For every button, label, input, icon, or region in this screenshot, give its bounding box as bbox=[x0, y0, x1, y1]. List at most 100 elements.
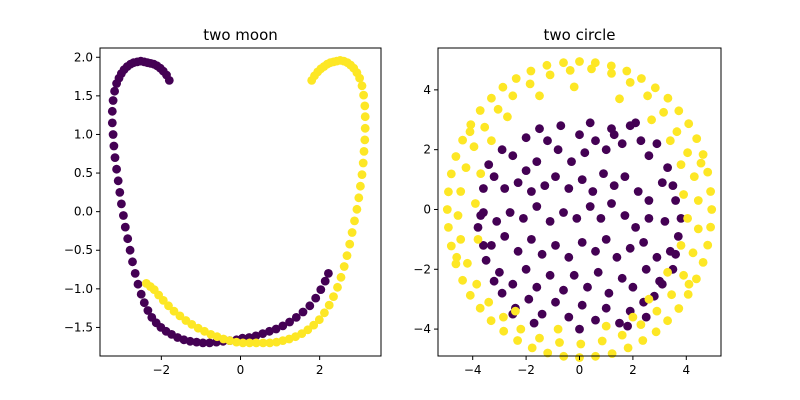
data-point-class-1 bbox=[693, 196, 703, 205]
data-point-class-1 bbox=[674, 106, 684, 116]
data-point-class-1 bbox=[238, 338, 248, 348]
data-point-class-0 bbox=[265, 326, 274, 336]
data-point-class-1 bbox=[487, 136, 496, 146]
x-tick-label: 4 bbox=[682, 363, 690, 377]
x-tick-label: 0 bbox=[576, 363, 584, 377]
data-point-class-0 bbox=[489, 172, 499, 182]
data-point-class-0 bbox=[136, 289, 146, 299]
data-point-class-1 bbox=[663, 267, 672, 277]
data-point-class-1 bbox=[493, 104, 503, 114]
data-point-class-0 bbox=[580, 148, 590, 158]
chart-title: two circle bbox=[544, 26, 616, 44]
data-point-class-1 bbox=[623, 343, 633, 353]
data-point-class-1 bbox=[169, 306, 179, 316]
data-point-class-1 bbox=[647, 115, 656, 125]
data-point-class-0 bbox=[633, 187, 643, 196]
data-point-class-1 bbox=[683, 148, 692, 158]
data-point-class-1 bbox=[672, 127, 682, 137]
data-point-class-0 bbox=[479, 184, 488, 193]
data-point-class-1 bbox=[354, 193, 364, 203]
data-point-class-0 bbox=[125, 245, 135, 255]
data-point-class-0 bbox=[537, 249, 547, 259]
data-point-class-1 bbox=[309, 320, 319, 330]
data-point-class-1 bbox=[358, 158, 368, 168]
data-point-class-1 bbox=[350, 216, 359, 226]
x-tick-label: −4 bbox=[464, 363, 482, 377]
data-point-class-1 bbox=[665, 136, 675, 146]
data-point-class-0 bbox=[591, 246, 600, 256]
y-tick-label: 4 bbox=[423, 83, 431, 97]
data-point-class-1 bbox=[458, 275, 467, 285]
subplot-two-circle: −4 −2 0 2 4 −4 −2 0 2 4 two circle bbox=[413, 26, 722, 377]
data-point-class-1 bbox=[360, 123, 370, 133]
data-point-class-0 bbox=[473, 223, 483, 232]
data-point-class-0 bbox=[185, 336, 195, 346]
data-point-class-0 bbox=[521, 133, 531, 143]
data-point-class-0 bbox=[205, 338, 215, 348]
data-point-class-0 bbox=[251, 331, 261, 341]
data-point-class-1 bbox=[617, 330, 627, 340]
data-point-class-1 bbox=[692, 274, 701, 284]
data-point-class-1 bbox=[251, 338, 261, 348]
data-point-class-1 bbox=[181, 316, 191, 325]
data-point-class-0 bbox=[559, 208, 568, 217]
data-point-class-1 bbox=[314, 315, 324, 325]
data-point-class-0 bbox=[657, 279, 667, 289]
data-point-class-1 bbox=[527, 343, 537, 353]
data-point-class-1 bbox=[559, 58, 568, 68]
data-point-class-1 bbox=[659, 107, 668, 117]
data-point-class-1 bbox=[245, 338, 255, 348]
data-point-class-0 bbox=[623, 321, 632, 331]
data-point-class-0 bbox=[636, 136, 646, 146]
data-point-class-0 bbox=[657, 178, 667, 188]
data-point-class-0 bbox=[479, 241, 488, 250]
data-point-class-1 bbox=[360, 112, 370, 122]
data-point-class-1 bbox=[679, 270, 688, 280]
data-point-class-0 bbox=[133, 279, 143, 289]
data-point-class-0 bbox=[577, 300, 587, 310]
x-ticks: −2 0 2 bbox=[152, 356, 323, 377]
y-tick-label: 1.5 bbox=[74, 89, 93, 103]
data-point-class-1 bbox=[339, 262, 349, 271]
data-point-class-0 bbox=[620, 211, 630, 220]
data-point-class-0 bbox=[591, 136, 600, 146]
data-point-class-1 bbox=[643, 91, 652, 101]
data-point-class-0 bbox=[620, 172, 630, 182]
data-point-class-1 bbox=[569, 82, 579, 92]
data-point-class-0 bbox=[663, 163, 672, 173]
data-point-class-1 bbox=[473, 235, 483, 244]
data-point-class-0 bbox=[551, 172, 560, 182]
data-point-class-0 bbox=[601, 303, 611, 313]
data-point-class-0 bbox=[108, 96, 118, 105]
data-point-class-0 bbox=[107, 106, 117, 116]
data-point-class-1 bbox=[359, 90, 368, 100]
data-point-class-1 bbox=[503, 112, 512, 122]
data-point-class-1 bbox=[451, 259, 461, 269]
data-point-class-0 bbox=[599, 169, 608, 179]
data-point-class-1 bbox=[451, 152, 461, 161]
data-point-class-0 bbox=[652, 139, 662, 149]
data-point-class-0 bbox=[604, 288, 614, 298]
y-tick-label: 2.0 bbox=[74, 50, 93, 64]
data-point-class-0 bbox=[583, 282, 592, 292]
data-point-class-1 bbox=[696, 158, 706, 168]
data-point-class-0 bbox=[107, 118, 117, 128]
data-point-class-1 bbox=[456, 235, 466, 244]
data-point-class-1 bbox=[444, 187, 453, 197]
y-tick-label: −1.0 bbox=[64, 282, 93, 296]
data-point-class-0 bbox=[505, 208, 515, 217]
data-point-class-1 bbox=[683, 214, 692, 223]
data-point-class-0 bbox=[564, 312, 574, 322]
data-point-class-0 bbox=[575, 130, 584, 140]
data-point-class-1 bbox=[607, 349, 617, 358]
data-point-class-0 bbox=[601, 235, 611, 244]
data-point-class-1 bbox=[703, 167, 713, 177]
data-point-class-0 bbox=[120, 222, 130, 232]
data-point-class-0 bbox=[671, 196, 680, 205]
data-point-class-0 bbox=[305, 301, 315, 311]
data-point-class-0 bbox=[585, 202, 595, 211]
data-point-class-1 bbox=[676, 241, 686, 250]
data-point-class-0 bbox=[676, 214, 686, 223]
data-point-class-0 bbox=[476, 211, 486, 220]
